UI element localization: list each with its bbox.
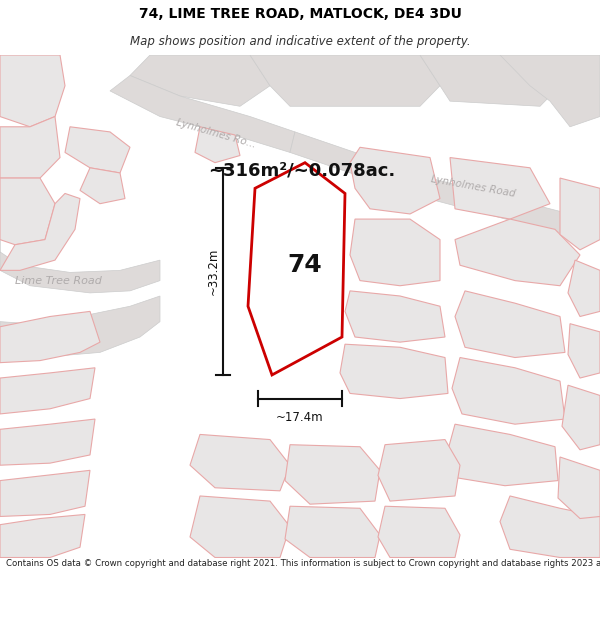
- Polygon shape: [350, 219, 440, 286]
- Polygon shape: [568, 324, 600, 378]
- Polygon shape: [285, 445, 380, 504]
- Polygon shape: [562, 385, 600, 450]
- Polygon shape: [0, 368, 95, 414]
- Polygon shape: [0, 178, 55, 245]
- Text: 74: 74: [287, 253, 322, 278]
- Polygon shape: [450, 158, 550, 219]
- Polygon shape: [455, 219, 580, 286]
- Text: 74, LIME TREE ROAD, MATLOCK, DE4 3DU: 74, LIME TREE ROAD, MATLOCK, DE4 3DU: [139, 7, 461, 21]
- Polygon shape: [452, 357, 565, 424]
- Text: ~316m²/~0.078ac.: ~316m²/~0.078ac.: [208, 162, 395, 180]
- Polygon shape: [455, 291, 565, 357]
- Polygon shape: [0, 296, 160, 358]
- Polygon shape: [0, 116, 60, 178]
- Text: Lynholmes Ro...: Lynholmes Ro...: [175, 118, 257, 150]
- Polygon shape: [378, 506, 460, 558]
- Polygon shape: [0, 419, 95, 465]
- Polygon shape: [448, 424, 558, 486]
- Polygon shape: [190, 434, 290, 491]
- Polygon shape: [248, 162, 345, 375]
- Polygon shape: [0, 514, 85, 558]
- Polygon shape: [558, 457, 600, 519]
- Polygon shape: [568, 260, 600, 316]
- Polygon shape: [560, 178, 600, 250]
- Polygon shape: [0, 471, 90, 516]
- Polygon shape: [350, 148, 440, 214]
- Text: ~17.4m: ~17.4m: [276, 411, 324, 424]
- Polygon shape: [0, 311, 100, 362]
- Text: Lime Tree Road: Lime Tree Road: [15, 276, 102, 286]
- Polygon shape: [130, 55, 270, 106]
- Polygon shape: [80, 168, 125, 204]
- Polygon shape: [0, 55, 65, 127]
- Polygon shape: [0, 194, 80, 271]
- Polygon shape: [190, 496, 290, 558]
- Polygon shape: [420, 55, 560, 106]
- Polygon shape: [250, 55, 440, 106]
- Polygon shape: [65, 127, 130, 173]
- Polygon shape: [500, 55, 600, 127]
- Text: ~33.2m: ~33.2m: [206, 248, 220, 295]
- Polygon shape: [290, 132, 590, 239]
- Polygon shape: [345, 291, 445, 342]
- Polygon shape: [285, 506, 380, 558]
- Polygon shape: [500, 496, 600, 558]
- Polygon shape: [110, 76, 295, 152]
- Text: Contains OS data © Crown copyright and database right 2021. This information is : Contains OS data © Crown copyright and d…: [6, 559, 600, 569]
- Polygon shape: [378, 439, 460, 501]
- Text: Map shows position and indicative extent of the property.: Map shows position and indicative extent…: [130, 35, 470, 48]
- Polygon shape: [340, 344, 448, 399]
- Polygon shape: [195, 127, 240, 162]
- Polygon shape: [0, 239, 160, 293]
- Text: Lynholmes Road: Lynholmes Road: [430, 174, 516, 199]
